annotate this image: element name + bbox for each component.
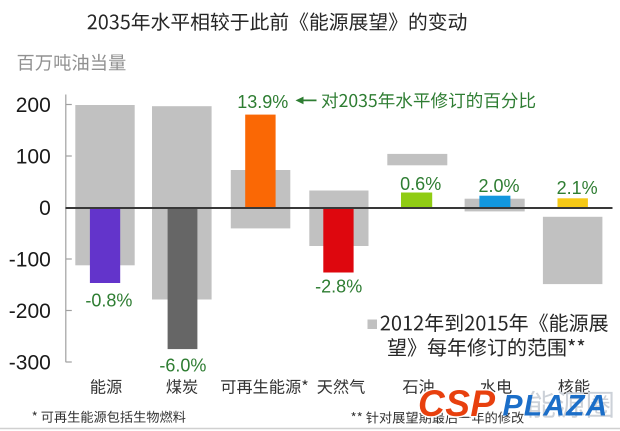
svg-text:CSP: CSP [418,383,496,424]
svg-text:2.1%: 2.1% [557,178,598,198]
svg-text:0.6%: 0.6% [400,174,441,194]
svg-text:13.9%: 13.9% [237,92,288,112]
svg-text:-200: -200 [9,300,51,323]
svg-text:-100: -100 [9,248,51,271]
svg-text:-0.8%: -0.8% [85,290,132,310]
svg-text:200: 200 [16,94,51,117]
svg-text:100: 100 [16,145,51,168]
svg-text:-300: -300 [9,351,51,374]
svg-text:PLAZA: PLAZA [503,390,609,423]
svg-text:0: 0 [39,197,51,220]
svg-text:2.0%: 2.0% [478,176,519,196]
svg-text:-2.8%: -2.8% [315,276,362,296]
svg-text:-6.0%: -6.0% [159,356,206,376]
